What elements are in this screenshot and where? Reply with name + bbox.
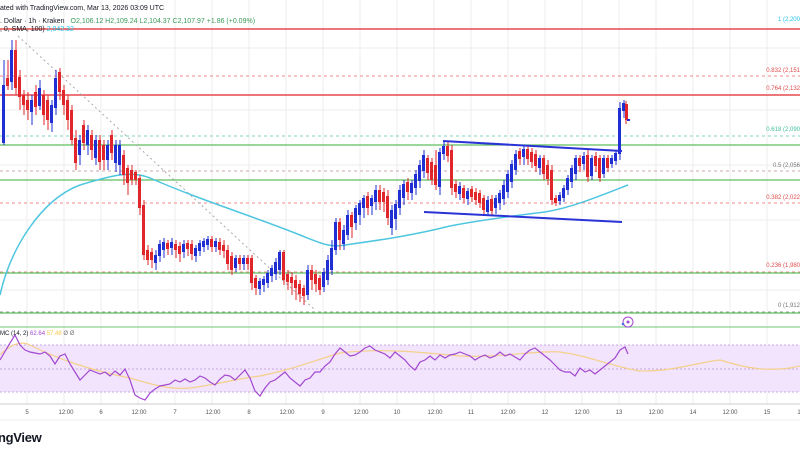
x-tick: 12:00 bbox=[500, 410, 516, 416]
tradingview-logo: ngView bbox=[0, 430, 42, 445]
x-tick: 15 bbox=[763, 410, 771, 416]
rsi-label: MC (14, 2) bbox=[0, 331, 29, 337]
rsi-value: 62.64 bbox=[30, 331, 46, 337]
fib-label-0382: 0.382 (2,022 bbox=[766, 195, 800, 201]
fib-label-1: 1 (2,200 bbox=[777, 17, 800, 23]
sma-legend[interactable]: , 0, SMA, 100) 2,042.32 bbox=[0, 26, 74, 33]
x-tick: 6 bbox=[99, 410, 103, 416]
symbol-name[interactable]: . Dollar · 1h · Kraken bbox=[0, 18, 65, 25]
x-tick: 12:00 bbox=[279, 410, 295, 416]
x-tick: 12:00 bbox=[131, 410, 147, 416]
diagonal-trendline bbox=[17, 35, 316, 311]
x-tick: 12:00 bbox=[427, 410, 443, 416]
rsi-legend[interactable]: MC (14, 2) 62.64 57.48 Ø Ø bbox=[0, 331, 74, 337]
x-tick: 10 bbox=[393, 410, 401, 416]
rsi-ma-line bbox=[0, 342, 800, 389]
fib-label-0: 0 (1,912 bbox=[777, 303, 800, 309]
x-tick: 12:00 bbox=[574, 410, 590, 416]
sma-label: , 0, SMA, 100) bbox=[0, 26, 45, 33]
ohlc-values: O2,106.12 H2,109.24 L2,104.37 C2,107.97 … bbox=[70, 18, 256, 25]
x-tick: 9 bbox=[321, 410, 325, 416]
x-tick: 12 bbox=[541, 410, 549, 416]
x-tick: 13 bbox=[615, 410, 623, 416]
publish-info: ated with TradingView.com, Mar 13, 2026 … bbox=[0, 5, 165, 12]
x-tick: 1 bbox=[797, 410, 800, 416]
lower-channel-trendline bbox=[423, 211, 623, 223]
x-tick: 14 bbox=[689, 410, 697, 416]
x-tick: 5 bbox=[25, 410, 29, 416]
symbol-info: . Dollar · 1h · Kraken O2,106.12 H2,109.… bbox=[0, 18, 255, 25]
sma-value: 2,042.32 bbox=[46, 26, 74, 33]
fib-label-05: 0.5 (2,056 bbox=[772, 163, 800, 169]
x-tick: 12:00 bbox=[353, 410, 369, 416]
fib-label-0832: 0.832 (2,151 bbox=[766, 68, 800, 74]
candles bbox=[2, 40, 630, 305]
fib-label-0236: 0.236 (1,980 bbox=[766, 263, 800, 269]
x-tick: 8 bbox=[247, 410, 251, 416]
x-tick: 12:00 bbox=[205, 410, 221, 416]
key-levels bbox=[0, 28, 800, 328]
rsi-extra: Ø Ø bbox=[63, 331, 75, 337]
rsi-ma-value: 57.48 bbox=[46, 331, 62, 337]
rsi-line bbox=[0, 333, 629, 401]
fib-lines bbox=[0, 75, 800, 313]
fib-label-0618: 0.618 (2,090 bbox=[766, 127, 800, 133]
x-tick: 12:00 bbox=[722, 410, 738, 416]
upper-channel-trendline bbox=[442, 140, 623, 152]
x-tick: 12:00 bbox=[648, 410, 664, 416]
event-marker-icon[interactable] bbox=[621, 316, 634, 328]
x-tick: 12:00 bbox=[58, 410, 74, 416]
sma-line bbox=[0, 173, 629, 296]
x-tick: 11 bbox=[467, 410, 475, 416]
fib-label-0764: 0.764 (2,132 bbox=[766, 86, 800, 92]
x-tick: 7 bbox=[173, 410, 177, 416]
